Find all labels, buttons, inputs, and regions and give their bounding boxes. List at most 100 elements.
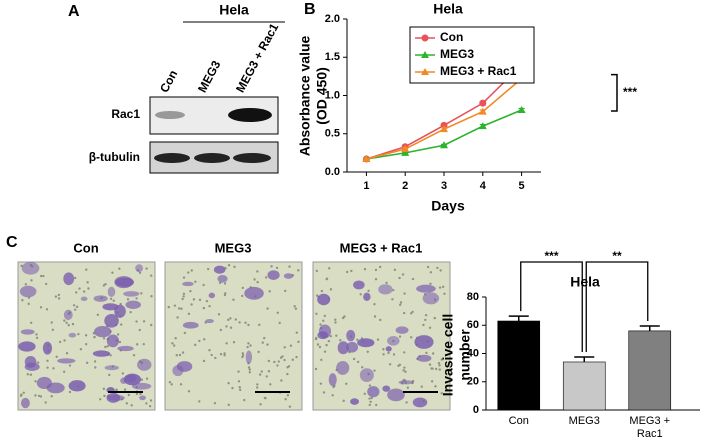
cell [346, 341, 359, 353]
pore [258, 323, 261, 326]
pore [440, 392, 443, 395]
pore [339, 339, 342, 342]
pore [315, 312, 318, 315]
pore [102, 284, 106, 287]
pore [104, 345, 107, 349]
pore [142, 342, 145, 346]
marker [401, 145, 410, 153]
pore [378, 265, 382, 269]
pore [26, 373, 30, 376]
pore [430, 380, 434, 383]
x-tick-label: Con [508, 415, 529, 427]
pore [35, 333, 38, 336]
pore [75, 305, 79, 309]
pore [398, 303, 402, 307]
cell [336, 360, 350, 375]
marker [440, 125, 448, 133]
pore [214, 356, 217, 360]
significance-bracket [611, 73, 618, 112]
pore [190, 269, 193, 272]
pore [288, 265, 291, 268]
pore [68, 364, 72, 367]
pore [109, 354, 112, 357]
pore [135, 297, 138, 300]
pore [385, 281, 388, 285]
pore [135, 343, 139, 346]
pore [210, 353, 213, 357]
pore [229, 317, 232, 320]
pore [410, 336, 413, 339]
pore [437, 361, 441, 365]
pore [237, 370, 240, 373]
pore [368, 397, 371, 400]
significance-bracket [520, 261, 583, 353]
pore [44, 282, 48, 286]
pore [258, 373, 262, 376]
cell [24, 362, 40, 371]
pore [261, 341, 264, 344]
pore [420, 385, 423, 388]
pore [203, 338, 206, 341]
pore [238, 386, 241, 389]
pore [182, 276, 186, 279]
pore [248, 371, 252, 374]
pore [34, 380, 37, 383]
pore [227, 382, 230, 385]
pore [232, 340, 236, 344]
y-axis-label: number [457, 329, 473, 381]
pore [229, 326, 233, 329]
row-label: Rac1 [111, 107, 140, 121]
pore [429, 282, 432, 286]
pore [273, 360, 276, 364]
cell [205, 319, 214, 324]
pore [219, 353, 223, 356]
pore [241, 352, 244, 355]
pore [431, 352, 435, 355]
cell [317, 293, 331, 306]
band [154, 153, 190, 163]
pore [295, 331, 298, 334]
pore [44, 401, 47, 404]
pore [424, 313, 428, 317]
pore [329, 334, 333, 338]
cell [20, 329, 35, 335]
marker [401, 148, 410, 156]
pore [106, 345, 109, 348]
pore [223, 282, 227, 285]
pore [275, 266, 279, 270]
pore [129, 310, 132, 314]
x-tick-label: MEG3 + Rac1 [629, 415, 671, 440]
y-tick-label: 1.0 [325, 89, 340, 101]
pore [63, 319, 66, 322]
pore [425, 351, 428, 355]
pore [328, 267, 331, 270]
image-label: MEG3 + Rac1 [340, 240, 423, 255]
pore [406, 386, 410, 389]
pore [79, 347, 83, 351]
pore [367, 289, 370, 293]
pore [428, 326, 432, 330]
pore [54, 295, 58, 298]
pore [241, 294, 244, 298]
pore [363, 392, 366, 396]
pore [62, 370, 66, 373]
pore [401, 273, 405, 276]
pore [314, 367, 318, 371]
cell [382, 385, 391, 392]
cell [208, 292, 216, 299]
cell-line-label: Hela [219, 2, 249, 18]
band [228, 108, 272, 122]
pore [73, 276, 77, 280]
pore [93, 360, 97, 363]
pore [46, 359, 49, 363]
pore [121, 372, 125, 375]
chart-title: Hela [433, 1, 463, 17]
band [233, 153, 271, 163]
y-tick-label: 0.5 [325, 128, 340, 140]
pore [286, 372, 289, 376]
pore [145, 267, 148, 270]
cell [21, 397, 30, 409]
pore [342, 399, 345, 403]
pore [87, 287, 90, 290]
